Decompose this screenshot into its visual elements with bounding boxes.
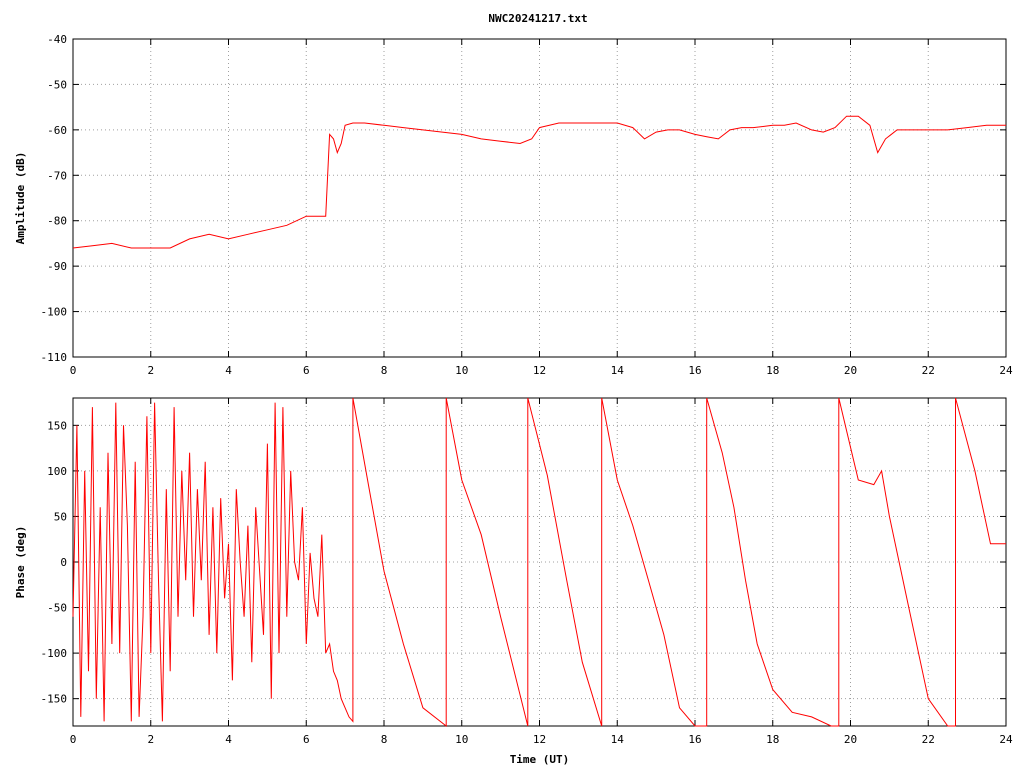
amplitude-x-tick-label-12: 24	[999, 364, 1013, 377]
phase-series-line-0	[72, 397, 1006, 728]
phase-x-tick-label-8: 16	[688, 733, 701, 746]
phase-x-tick-label-2: 4	[225, 733, 232, 746]
phase-x-tick-label-7: 14	[611, 733, 625, 746]
phase-x-tick-label-12: 24	[999, 733, 1013, 746]
amplitude-x-tick-label-6: 12	[533, 364, 546, 377]
amplitude-x-tick-label-2: 4	[225, 364, 232, 377]
amplitude-x-tick-label-3: 6	[303, 364, 310, 377]
phase-y-tick-label-5: -100	[41, 647, 68, 660]
phase-x-tick-label-0: 0	[70, 733, 77, 746]
amplitude-x-tick-label-7: 14	[611, 364, 625, 377]
chart-title: NWC20241217.txt	[488, 12, 587, 25]
amplitude-x-tick-label-0: 0	[70, 364, 77, 377]
amplitude-y-tick-label-6: -100	[41, 306, 68, 319]
phase-plot-frame	[72, 397, 1007, 727]
amplitude-x-tick-label-5: 10	[455, 364, 468, 377]
amplitude-y-tick-label-0: -40	[47, 33, 67, 46]
amplitude-x-tick-label-11: 22	[922, 364, 935, 377]
phase-y-tick-label-2: 50	[54, 510, 67, 523]
amplitude-x-tick-label-8: 16	[688, 364, 701, 377]
amplitude-series-line-0	[72, 115, 1006, 249]
amplitude-x-tick-label-1: 2	[147, 364, 154, 377]
phase-y-tick-label-3: 0	[60, 556, 67, 569]
amplitude-x-tick-label-10: 20	[844, 364, 857, 377]
amplitude-y-tick-label-1: -50	[47, 78, 67, 91]
phase-x-tick-label-6: 12	[533, 733, 546, 746]
amplitude-y-axis-label: Amplitude (dB)	[14, 152, 27, 245]
phase-x-tick-label-10: 20	[844, 733, 857, 746]
phase-y-tick-label-0: 150	[47, 419, 67, 432]
phase-y-axis-label: Phase (deg)	[14, 526, 27, 599]
amplitude-x-tick-label-9: 18	[766, 364, 779, 377]
phase-y-tick-label-6: -150	[41, 693, 68, 706]
phase-x-tick-label-9: 18	[766, 733, 779, 746]
phase-x-axis-label: Time (UT)	[510, 753, 570, 766]
amplitude-y-tick-label-5: -90	[47, 260, 67, 273]
phase-x-tick-label-3: 6	[303, 733, 310, 746]
amplitude-plot-frame	[72, 38, 1007, 358]
amplitude-x-tick-label-4: 8	[381, 364, 388, 377]
phase-x-tick-label-11: 22	[922, 733, 935, 746]
amplitude-y-tick-label-2: -60	[47, 124, 67, 137]
phase-y-tick-label-4: -50	[47, 602, 67, 615]
phase-y-tick-label-1: 100	[47, 465, 67, 478]
phase-x-tick-label-5: 10	[455, 733, 468, 746]
amplitude-y-tick-label-7: -110	[41, 351, 68, 364]
amplitude-y-tick-label-3: -70	[47, 169, 67, 182]
amplitude-y-tick-label-4: -80	[47, 215, 67, 228]
phase-x-tick-label-1: 2	[147, 733, 154, 746]
phase-x-tick-label-4: 8	[381, 733, 388, 746]
